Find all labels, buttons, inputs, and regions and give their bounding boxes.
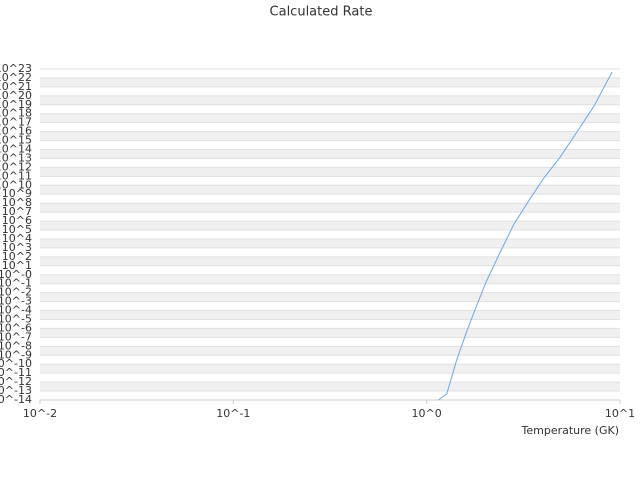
- grid-band: [40, 328, 620, 338]
- x-axis-label: Temperature (GK): [521, 424, 620, 437]
- y-tick-label: 10^17: [0, 116, 32, 129]
- grid-band: [40, 346, 620, 356]
- y-tick-label: 10^1: [2, 259, 32, 272]
- y-tick-label: 10^-1: [0, 277, 32, 290]
- y-tick-label: 10^22: [0, 71, 32, 84]
- y-tick-label: 10^-14: [0, 393, 32, 406]
- y-tick-label: 10^14: [0, 143, 32, 156]
- grid-band: [40, 131, 620, 141]
- grid-band: [40, 185, 620, 195]
- grid-band: [40, 149, 620, 159]
- y-tick-label: 10^-9: [0, 348, 32, 361]
- grid-band: [40, 77, 620, 87]
- y-tick-label: 10^10: [0, 178, 32, 191]
- y-tick-label: 10^-10: [0, 357, 32, 370]
- y-tick-label: 10^6: [2, 214, 32, 227]
- y-tick-label: 10^20: [0, 89, 32, 102]
- grid-band: [40, 292, 620, 302]
- y-tick-label: 10^11: [0, 169, 32, 182]
- y-tick-label: 10^9: [2, 187, 32, 200]
- y-tick-label: 10^-0: [0, 268, 32, 281]
- y-tick-label: 10^16: [0, 125, 32, 138]
- y-tick-label: 10^19: [0, 98, 32, 111]
- grid-band: [40, 221, 620, 231]
- y-tick-label: 10^-6: [0, 321, 32, 334]
- grid-band: [40, 382, 620, 392]
- y-tick-label: 10^-4: [0, 304, 32, 317]
- grid-band: [40, 256, 620, 266]
- y-tick-label: 10^-11: [0, 366, 32, 379]
- y-tick-label: 10^-5: [0, 312, 32, 325]
- grid-band: [40, 274, 620, 284]
- y-tick-label: 10^-2: [0, 286, 32, 299]
- grid-band: [40, 167, 620, 177]
- grid-band: [40, 95, 620, 105]
- grid-band: [40, 364, 620, 374]
- y-tick-label: 10^8: [2, 196, 32, 209]
- grid-band: [40, 113, 620, 123]
- y-tick-label: 10^-12: [0, 375, 32, 388]
- y-tick-label: 10^3: [2, 241, 32, 254]
- x-tick-label: 10^0: [412, 407, 442, 420]
- y-tick-label: 10^2: [2, 250, 32, 263]
- y-tick-label: 10^7: [2, 205, 32, 218]
- y-tick-label: 10^13: [0, 151, 32, 164]
- y-tick-label: 10^-3: [0, 295, 32, 308]
- x-tick-label: 10^1: [605, 407, 635, 420]
- y-tick-label: 10^5: [2, 223, 32, 236]
- y-tick-label: 10^21: [0, 80, 32, 93]
- y-tick-label: 10^12: [0, 160, 32, 173]
- y-tick-label: 10^-8: [0, 339, 32, 352]
- grid-band: [40, 238, 620, 248]
- grid-band: [40, 310, 620, 320]
- y-tick-label: 10^18: [0, 107, 32, 120]
- data-line: [438, 71, 613, 401]
- y-tick-label: 10^4: [2, 232, 32, 245]
- y-tick-label: 10^-13: [0, 384, 32, 397]
- x-tick-label: 10^-2: [23, 407, 57, 420]
- grid-band: [40, 203, 620, 213]
- chart-title: Calculated Rate: [270, 5, 373, 20]
- y-tick-label: 10^-7: [0, 330, 32, 343]
- x-tick-label: 10^-1: [216, 407, 250, 420]
- y-tick-label: 10^15: [0, 134, 32, 147]
- y-tick-label: 10^23: [0, 62, 32, 75]
